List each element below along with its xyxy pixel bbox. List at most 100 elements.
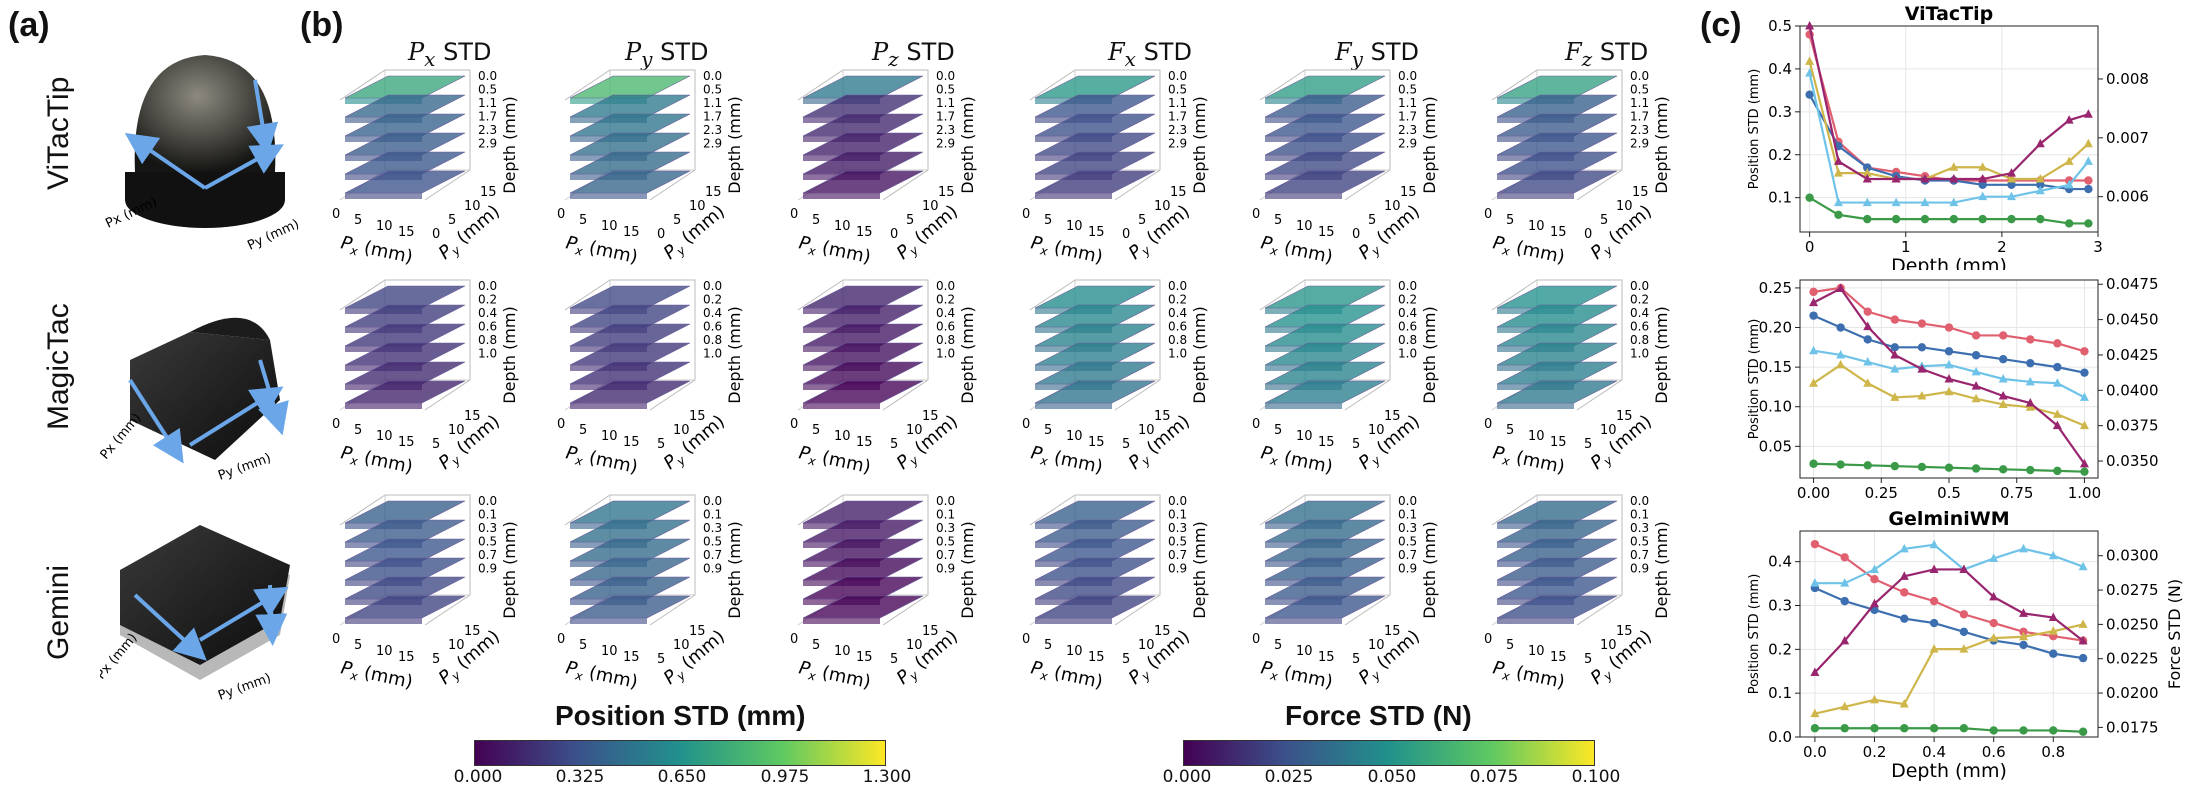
- chart-gelminiwm: 0.0 0.2 0.4 0.6 0.8 0.0 0.1 0.2 0.3 0.4 0.0175 0.02…: [1747, 508, 2184, 782]
- depth-tick-label: 0.0: [478, 69, 497, 83]
- y-tick-label: 15: [705, 185, 722, 200]
- depth-tick-label: 0.5: [936, 535, 955, 549]
- x-tick-label: 15: [623, 225, 640, 240]
- data-point-force_z: [2025, 398, 2035, 407]
- data-point-force_y: [1890, 392, 1900, 401]
- data-point-pos_x: [1810, 539, 1820, 549]
- data-point-force_y: [1870, 694, 1879, 704]
- y-tick-label: 0.1: [1768, 189, 1792, 207]
- y-tick-label: 0.3: [1768, 597, 1792, 615]
- y-tick-label: 0.4: [1768, 60, 1792, 78]
- y2-tick-label: 0.0375: [2106, 417, 2159, 435]
- data-point-force_y: [1862, 168, 1872, 177]
- data-point-pos_z: [2049, 726, 2058, 735]
- x-tick-label: 15: [1088, 650, 1105, 665]
- data-point-force_z: [1890, 349, 1900, 359]
- data-point-force_y: [1949, 162, 1959, 171]
- data-point-force_z: [2052, 420, 2062, 430]
- data-point-pos_x: [1870, 575, 1879, 584]
- depth-tick-label: 1.1: [478, 96, 497, 110]
- y-tick-label: 15: [464, 624, 481, 639]
- x-tick-label: 3: [2093, 238, 2103, 256]
- y-tick-label: 10: [1138, 638, 1155, 653]
- y-tick-label: 5: [1122, 652, 1130, 667]
- depth-tick-label: 1.7: [1630, 110, 1649, 124]
- depth-tick-label: 0.5: [1398, 83, 1417, 97]
- y2-tick-label: 0.0250: [2106, 615, 2159, 633]
- x-tick-label: 0: [1252, 632, 1260, 647]
- depth-tick-label: 1.1: [936, 96, 955, 110]
- depth-tick-label: 0.5: [1168, 83, 1187, 97]
- colorbar-force-tick: 0.100: [1571, 767, 1621, 787]
- y-tick-label: 15: [480, 185, 497, 200]
- x-tick-label: 0: [790, 632, 798, 647]
- depth-tick-label: 0.6: [1630, 320, 1649, 334]
- data-point-force_y: [1944, 386, 1954, 396]
- depth-tick-label: 0.6: [936, 320, 955, 334]
- y-tick-label: 0: [890, 227, 898, 242]
- data-point-pos_y: [1959, 627, 1969, 637]
- depth-tick-label: 0.5: [1630, 83, 1649, 97]
- y2-tick-label: 0.0300: [2106, 547, 2159, 565]
- magictac-photo: [128, 317, 289, 464]
- series-line-pos_x: [1814, 543, 2084, 642]
- x-tick-label: 5: [812, 213, 820, 228]
- data-point-pos_z: [1989, 726, 1998, 735]
- data-point-force_y: [1809, 378, 1819, 387]
- cube-slice-edge: [803, 618, 880, 624]
- data-point-force_z: [1949, 174, 1959, 183]
- depth-tick-label: 0.8: [1168, 333, 1187, 347]
- data-point-force_y: [2035, 174, 2045, 183]
- data-point-pos_z: [1891, 214, 1901, 224]
- data-point-force_z: [1929, 564, 1939, 573]
- cube-slice-edge: [1035, 193, 1112, 199]
- data-point-pos_z: [2019, 726, 2028, 735]
- y-tick-label: 10: [448, 423, 465, 438]
- x-tick-label: 5: [354, 423, 362, 438]
- x-tick-label: 0.5: [1937, 484, 1961, 502]
- cube-frame: [797, 69, 929, 201]
- depth-tick-label: 0.2: [1398, 293, 1417, 307]
- x-tick-label: 10: [1528, 219, 1545, 234]
- data-point-pos_z: [1900, 724, 1909, 733]
- data-point-force_x: [2019, 543, 2028, 553]
- data-point-force_x: [1833, 197, 1843, 207]
- colorbar-position-tick: 0.325: [555, 767, 605, 787]
- depth-tick-label: 2.9: [1398, 137, 1417, 151]
- cube-slice: [569, 75, 691, 99]
- x-tick-label: 1.00: [2068, 484, 2101, 502]
- x-tick-label: 15: [398, 225, 415, 240]
- depth-tick-label: 1.0: [1398, 347, 1417, 361]
- data-point-pos_z: [2064, 219, 2074, 228]
- x-tick-label: 5: [1044, 423, 1052, 438]
- depth-tick-label: 0.7: [703, 548, 722, 562]
- data-point-force_x: [1989, 553, 1999, 562]
- data-point-force_z: [2035, 138, 2045, 148]
- y-tick-label: 10: [1368, 423, 1385, 438]
- series-line-force_y: [1808, 61, 2090, 181]
- data-point-force_y: [1810, 708, 1820, 718]
- y-tick-label: 0.25: [1759, 279, 1792, 297]
- plot-frame: [1799, 25, 2099, 233]
- colorbar-position: [474, 740, 886, 766]
- depth-tick-label: 1.0: [936, 347, 955, 361]
- x-tick-label: 0: [557, 207, 565, 222]
- depth-axis-label: Depth (mm): [500, 521, 519, 618]
- data-point-pos_y: [1944, 347, 1954, 356]
- x-tick-label: 10: [834, 644, 851, 659]
- x-tick-label: 10: [1066, 219, 1083, 234]
- magictac-px-label: Px (mm): [100, 411, 145, 463]
- y-tick-label: 0.2: [1768, 640, 1792, 658]
- x-tick-label: 5: [579, 213, 587, 228]
- col-title-fz: Fz STD: [1565, 38, 1649, 71]
- series-line-force_x: [1814, 543, 2084, 585]
- colorbar-position-tick: 0.975: [760, 767, 810, 787]
- data-point-pos_y: [2026, 358, 2035, 368]
- x-tick-label: 10: [1528, 644, 1545, 659]
- depth-tick-label: 1.0: [478, 347, 497, 361]
- y-tick-label: 5: [1600, 213, 1608, 228]
- depth-tick-label: 2.9: [1168, 137, 1187, 151]
